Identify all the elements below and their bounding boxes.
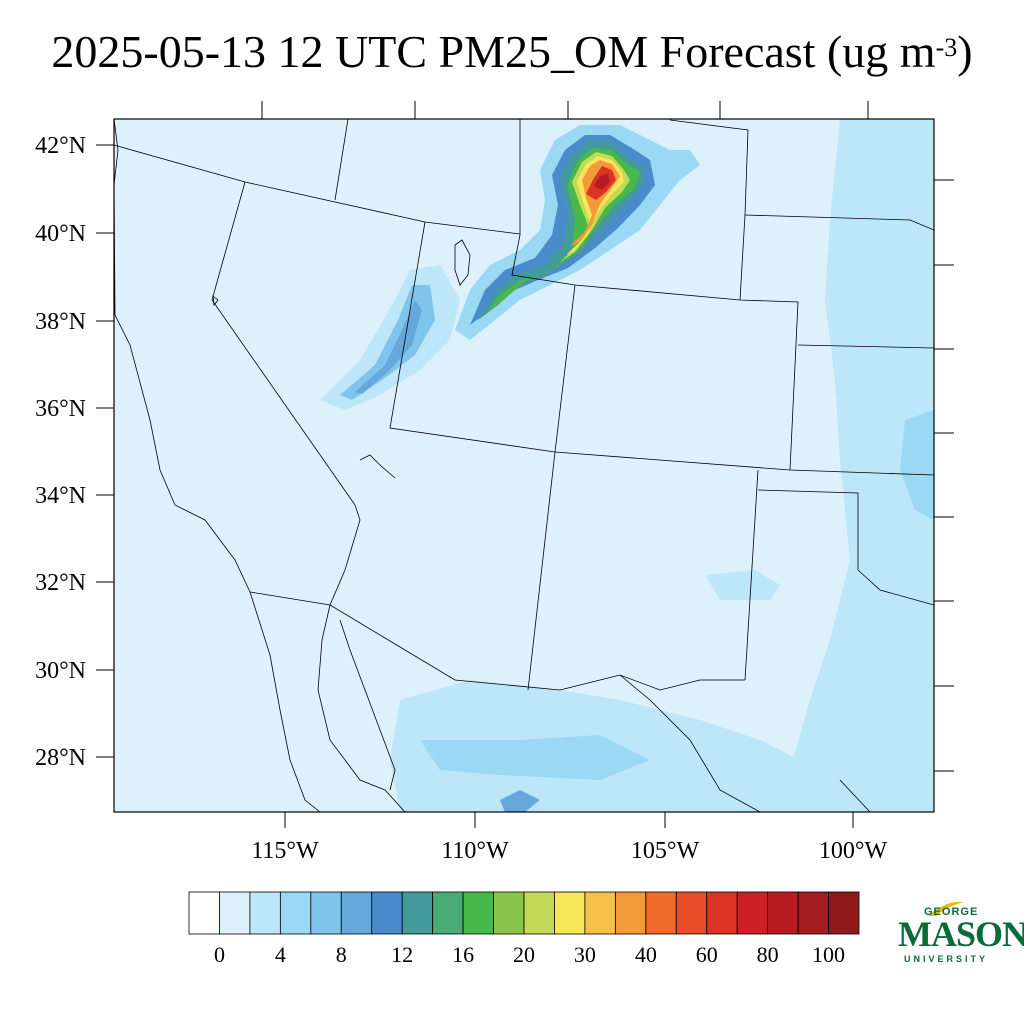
plume-east-band — [790, 119, 934, 812]
lat-label: 36°N — [35, 396, 86, 422]
colorbar-swatch — [554, 891, 586, 935]
colorbar-swatch — [767, 891, 799, 935]
lat-label: 40°N — [35, 221, 86, 247]
colorbar-swatch — [706, 891, 738, 935]
lat-label: 32°N — [35, 570, 86, 596]
colorbar-label: 80 — [757, 942, 779, 967]
colorbar-swatch — [310, 891, 342, 935]
top-ticks — [261, 101, 869, 119]
logo-line2: MASON — [898, 914, 1024, 954]
colorbar-swatch — [675, 891, 708, 935]
colorbar-label: 40 — [635, 942, 657, 967]
colorbar-swatch — [340, 891, 373, 935]
colorbar-swatch — [279, 891, 312, 935]
colorbar-swatch — [249, 891, 281, 935]
map-frame — [113, 118, 935, 813]
colorbar-swatch — [432, 891, 464, 935]
colorbar-swatch — [828, 891, 860, 935]
colorbar-swatch — [371, 891, 403, 935]
lon-label: 100°W — [819, 838, 888, 864]
colorbar-swatch — [614, 891, 647, 935]
chart-title: 2025-05-13 12 UTC PM25_OM Forecast (ug m… — [0, 22, 1024, 82]
colorbar-label: 30 — [574, 942, 596, 967]
lat-label: 28°N — [35, 745, 86, 771]
title-exponent: -3 — [935, 33, 958, 62]
bottom-ticks — [284, 812, 854, 828]
logo-line1: GEORGE — [924, 906, 979, 918]
lat-label: 42°N — [35, 133, 86, 159]
lat-label: 38°N — [35, 309, 86, 335]
plume-south-inner — [420, 735, 650, 780]
boundaries — [114, 119, 934, 812]
colorbar-swatch — [523, 891, 555, 935]
title-main: 2025-05-13 12 UTC PM25_OM Forecast (ug m — [51, 26, 936, 77]
lat-label: 34°N — [35, 483, 86, 509]
colorbar-labels: 0 4 8 12 16 20 30 40 60 80 100 — [214, 942, 845, 967]
colorbar-label: 20 — [513, 942, 535, 967]
colorbar-swatch — [493, 891, 525, 935]
lon-label: 105°W — [631, 838, 700, 864]
map-panel — [114, 119, 934, 812]
plume-nv-core — [355, 300, 422, 394]
title-close: ) — [957, 26, 973, 77]
plume-south-spot — [500, 790, 540, 812]
lon-labels: 115°W 110°W 105°W 100°W — [251, 838, 887, 864]
colorbar-label: 16 — [452, 942, 474, 967]
colorbar-label: 8 — [336, 942, 347, 967]
colorbar-label: 12 — [391, 942, 413, 967]
colorbar-label: 4 — [275, 942, 286, 967]
colorbar-swatch — [797, 891, 829, 935]
colorbar-label: 60 — [696, 942, 718, 967]
left-ticks — [96, 144, 114, 758]
right-ticks — [934, 179, 954, 772]
logo-swoosh-icon — [928, 901, 964, 916]
lon-label: 115°W — [251, 838, 319, 864]
colorbar-swatch — [462, 891, 494, 935]
lon-label: 110°W — [441, 838, 509, 864]
colorbar-swatch — [645, 891, 677, 935]
colorbar-swatch — [401, 891, 434, 935]
plume-east-band-inner — [900, 410, 934, 520]
lat-labels: 42°N 40°N 38°N 36°N 34°N 32°N 30°N 28°N — [35, 133, 86, 771]
gmu-logo: GEORGE MASON UNIVERSITY — [896, 898, 1024, 970]
colorbar-swatch — [188, 891, 220, 935]
colorbar-swatch — [584, 891, 616, 935]
plume-nm-patch — [705, 570, 780, 600]
colorbar-label: 100 — [812, 942, 845, 967]
logo-line3: UNIVERSITY — [904, 954, 989, 964]
lat-label: 30°N — [35, 658, 86, 684]
colorbar — [188, 891, 860, 935]
colorbar-swatch — [736, 891, 769, 935]
plume-main-darkred — [594, 174, 610, 190]
colorbar-swatch — [219, 891, 251, 935]
colorbar-label: 0 — [214, 942, 225, 967]
